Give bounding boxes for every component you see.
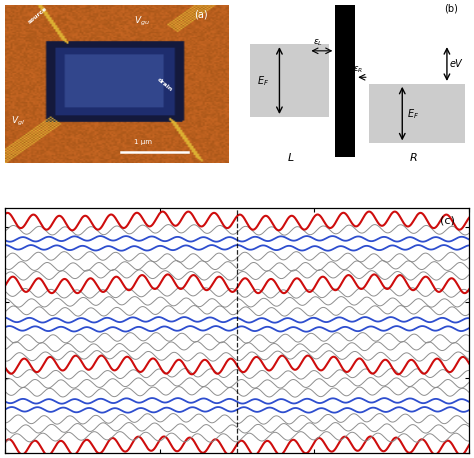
Text: source: source	[27, 5, 48, 25]
Bar	[250, 44, 328, 117]
Text: $R$: $R$	[409, 151, 418, 163]
Text: (a): (a)	[194, 9, 208, 19]
Text: $V_{gl}$: $V_{gl}$	[11, 115, 25, 128]
Text: drain: drain	[156, 77, 174, 93]
Text: $\varepsilon_R$: $\varepsilon_R$	[353, 65, 363, 76]
Text: (c): (c)	[440, 215, 456, 225]
Text: $eV$: $eV$	[449, 57, 465, 69]
Text: $\varepsilon_L$: $\varepsilon_L$	[313, 37, 323, 48]
Text: $E_F$: $E_F$	[257, 74, 269, 87]
Text: $L$: $L$	[287, 151, 294, 163]
Text: $E_F$: $E_F$	[407, 107, 419, 121]
Text: $V_{gu}$: $V_{gu}$	[134, 15, 150, 28]
Bar	[335, 0, 356, 157]
Text: (b): (b)	[444, 3, 458, 13]
Bar	[369, 84, 465, 143]
Text: 1 μm: 1 μm	[134, 139, 152, 145]
